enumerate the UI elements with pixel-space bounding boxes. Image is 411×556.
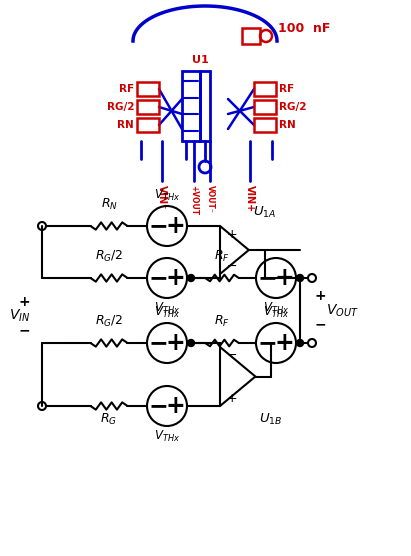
Bar xyxy=(242,28,260,44)
Text: RF: RF xyxy=(119,84,134,94)
Text: RN: RN xyxy=(279,120,296,130)
Text: VIN+: VIN+ xyxy=(245,185,255,212)
Text: U1: U1 xyxy=(192,55,208,65)
Text: VOUT⁻: VOUT⁻ xyxy=(206,185,215,213)
Text: $V_{THx}$: $V_{THx}$ xyxy=(154,429,180,444)
Text: $V_{THx}$: $V_{THx}$ xyxy=(263,301,289,316)
Text: RG/2: RG/2 xyxy=(106,102,134,112)
Text: +: + xyxy=(227,391,238,405)
Circle shape xyxy=(296,275,303,281)
Text: −: − xyxy=(227,349,238,361)
Text: −: − xyxy=(149,266,169,290)
Text: VIN⁻: VIN⁻ xyxy=(157,185,167,209)
Text: RG/2: RG/2 xyxy=(279,102,307,112)
Text: +: + xyxy=(275,331,294,355)
Text: $V_{THx}$: $V_{THx}$ xyxy=(154,188,180,203)
Text: −: − xyxy=(258,331,277,355)
Text: $V_{THx}$: $V_{THx}$ xyxy=(154,305,180,320)
Text: −: − xyxy=(149,331,169,355)
Text: +: + xyxy=(227,227,238,241)
Text: $V_{THx}$: $V_{THx}$ xyxy=(263,305,289,320)
Text: $R_F$: $R_F$ xyxy=(214,314,230,329)
Text: +: + xyxy=(166,394,185,418)
Text: $R_G/2$: $R_G/2$ xyxy=(95,249,123,264)
Text: −: − xyxy=(314,317,326,331)
Text: +: + xyxy=(166,214,185,238)
Text: +: + xyxy=(314,290,326,304)
Text: −: − xyxy=(258,266,277,290)
Bar xyxy=(137,100,159,114)
Text: $V_{OUT}$: $V_{OUT}$ xyxy=(326,302,359,319)
Bar xyxy=(182,71,200,141)
Circle shape xyxy=(296,340,303,346)
Circle shape xyxy=(187,275,194,281)
Text: $R_F$: $R_F$ xyxy=(214,249,230,264)
Bar xyxy=(254,100,276,114)
Bar xyxy=(137,82,159,96)
Text: +: + xyxy=(166,331,185,355)
Text: +VOUT: +VOUT xyxy=(189,185,199,215)
Text: −: − xyxy=(227,260,238,272)
Text: $R_N$: $R_N$ xyxy=(101,197,118,212)
Text: $R_G$: $R_G$ xyxy=(100,412,118,427)
Text: $U_{1A}$: $U_{1A}$ xyxy=(253,205,276,220)
Text: 100  nF: 100 nF xyxy=(278,22,330,34)
Text: −: − xyxy=(18,323,30,337)
Text: +: + xyxy=(275,266,294,290)
Text: RF: RF xyxy=(279,84,294,94)
Circle shape xyxy=(187,340,194,346)
Bar xyxy=(200,71,210,141)
Text: $U_{1B}$: $U_{1B}$ xyxy=(259,412,283,427)
Text: −: − xyxy=(149,394,169,418)
Text: RN: RN xyxy=(117,120,134,130)
Text: +: + xyxy=(166,266,185,290)
Bar xyxy=(137,118,159,132)
Text: $V_{THx}$: $V_{THx}$ xyxy=(154,301,180,316)
Bar xyxy=(254,82,276,96)
Bar xyxy=(254,118,276,132)
Text: −: − xyxy=(149,214,169,238)
Text: $R_G/2$: $R_G/2$ xyxy=(95,314,123,329)
Text: +: + xyxy=(18,295,30,309)
Text: $V_{IN}$: $V_{IN}$ xyxy=(9,308,31,324)
